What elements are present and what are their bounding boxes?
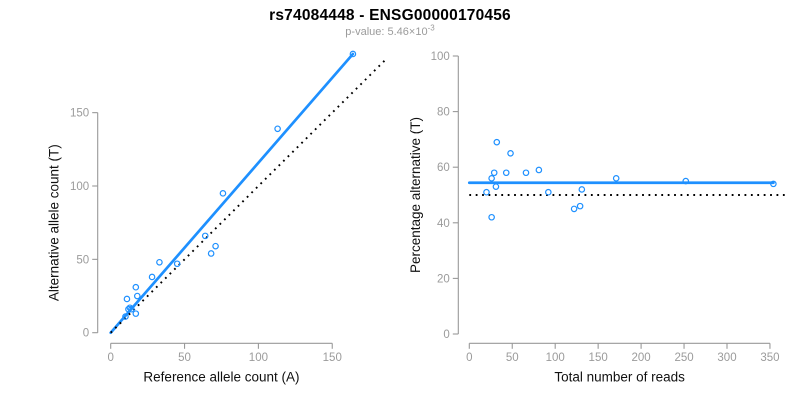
scatter-point: [126, 304, 134, 312]
y-axis-title: Percentage alternative (T): [408, 117, 423, 273]
scatter-point: [128, 305, 135, 313]
y-tick-label: 0: [83, 328, 89, 340]
scatter-point: [212, 242, 219, 250]
plot-subtitle: p-value: 5.46×10-3: [0, 23, 780, 38]
x-axis-title: Total number of reads: [554, 370, 685, 385]
scatter-point: [488, 175, 495, 182]
scatter-point: [535, 166, 543, 174]
x-tick-label: 250: [674, 352, 693, 364]
scatter-point: [770, 180, 777, 188]
x-tick-label: 100: [546, 352, 565, 364]
scatter-point: [274, 125, 281, 133]
regression-line: [109, 52, 355, 335]
scatter-point: [156, 258, 163, 266]
y-tick-label: 80: [437, 107, 450, 119]
allele-count-scatter-panel: 0 50 100 150 0 50 100 150 Reference allele count…: [47, 50, 387, 385]
x-tick-label: 100: [249, 352, 268, 364]
x-tick-label: 350: [760, 352, 779, 364]
y-axis-title: Alternative allele count (T): [47, 144, 62, 301]
x-tick-label: 0: [466, 352, 472, 364]
y-tick-label: 60: [437, 162, 450, 174]
plot-title: rs74084448 - ENSG00000170456: [269, 7, 511, 24]
x-axis-title: Reference allele count (A): [143, 370, 299, 385]
scatter-point: [545, 188, 552, 196]
scatter-point: [570, 205, 578, 213]
x-tick-label: 0: [107, 352, 113, 364]
pvalue-exponent: -3: [427, 23, 435, 33]
pvalue-text: p-value: 5.46×10: [345, 26, 428, 38]
percentage-coverage-scatter-panel: 0 50 100 150 200 250 300 350 0 20 40 60 80 100 Total n…: [408, 51, 786, 385]
scatter-point: [682, 177, 690, 185]
y-tick-label: 20: [437, 273, 450, 285]
x-tick-label: 200: [632, 352, 651, 364]
scatter-point: [578, 186, 586, 193]
scatter-point: [483, 188, 490, 196]
scatter-point: [132, 310, 140, 317]
scatter-point: [522, 169, 530, 177]
y-tick-label: 100: [431, 51, 450, 63]
identity-line: [110, 59, 387, 334]
x-tick-label: 50: [506, 352, 519, 364]
scatter-point: [173, 260, 181, 268]
y-tick-label: 50: [76, 254, 89, 266]
x-tick-label: 150: [589, 352, 608, 364]
scatter-point: [132, 283, 140, 291]
scatter-point: [201, 232, 209, 240]
x-tick-label: 150: [323, 352, 342, 364]
scatter-point: [349, 50, 357, 58]
scatter-point: [612, 175, 620, 182]
scatter-point: [576, 202, 584, 210]
y-tick-label: 40: [437, 218, 450, 230]
scatter-point: [488, 213, 495, 221]
scatter-point: [219, 190, 227, 197]
scatter-point: [122, 313, 129, 320]
scatter-point: [148, 273, 156, 281]
scatter-point: [493, 138, 501, 146]
scatter-point: [507, 150, 514, 157]
scatter-point: [490, 169, 498, 177]
x-tick-label: 300: [717, 352, 736, 364]
scatter-point: [207, 250, 215, 257]
y-tick-label: 0: [443, 329, 449, 341]
scatter-point: [123, 295, 131, 303]
scatter-point: [133, 292, 141, 300]
scatter-point: [502, 169, 510, 177]
scatter-point: [492, 183, 500, 190]
y-tick-label: 150: [70, 108, 89, 120]
y-tick-label: 100: [70, 181, 89, 193]
scatter-point: [125, 305, 132, 313]
x-tick-label: 50: [178, 352, 191, 364]
